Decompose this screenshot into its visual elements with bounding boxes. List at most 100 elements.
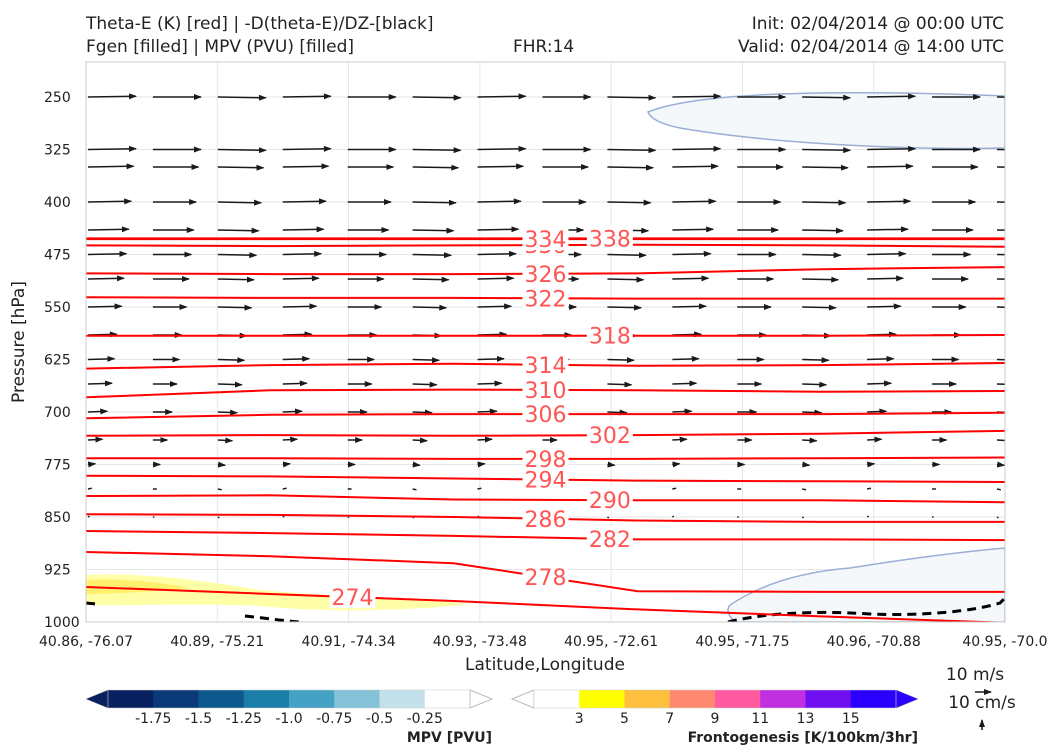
valid-time: Valid: 02/04/2014 @ 14:00 UTC (738, 37, 1004, 57)
y-tick-label: 700 (44, 405, 71, 421)
wind-vector (282, 355, 311, 362)
wind-vector (87, 226, 130, 233)
fgen-colorbar-swatch (669, 690, 716, 708)
wind-vector (282, 145, 332, 152)
wind-vector (477, 461, 486, 468)
wind-vector (607, 147, 657, 154)
x-tick-label: 40.93, -73.48 (433, 634, 527, 650)
x-tick-label: 40.89, -75.21 (170, 634, 264, 650)
wind-vector (672, 275, 710, 282)
y-tick-label: 325 (44, 143, 71, 159)
contour-label-bg (522, 226, 569, 251)
y-tick-label: 625 (44, 353, 71, 369)
mpv-region-lower-right (727, 547, 1005, 622)
wind-vector (87, 436, 104, 443)
contour-label-bg (522, 260, 569, 285)
wind-vector (412, 147, 462, 154)
wind-vector (996, 383, 1005, 386)
ref-vector-vertical-label: 10 cm/s (948, 693, 1016, 713)
wind-vector (282, 515, 285, 518)
axes: 250 325 400 475 550 625 700 775 850 925 1000 40.86,… (9, 90, 1048, 675)
contour-label-bg (329, 584, 376, 609)
wind-vector (672, 93, 722, 100)
wind-vector (87, 408, 109, 415)
contour-label-bg (522, 351, 569, 376)
x-tick-label: 40.95, -70.0 (962, 634, 1047, 650)
contour-label-310: 310 (525, 379, 567, 404)
wind-vector (802, 409, 823, 416)
wind-vector (412, 304, 448, 311)
contour-label-bg (522, 401, 569, 426)
y-tick-label: 550 (44, 300, 71, 316)
theta-e-contour-290 (86, 494, 1005, 504)
contour-label-314: 314 (525, 354, 567, 379)
wind-vector (412, 409, 433, 416)
wind-vector (672, 303, 707, 310)
wind-vector (477, 275, 515, 282)
wind-vector (412, 357, 441, 364)
wind-vector (607, 381, 633, 388)
wind-vector (217, 304, 253, 311)
mpv-colorbar-tick: -1.75 (135, 711, 171, 727)
y-axis-label: Pressure [hPa] (9, 281, 29, 403)
contour-label-338: 338 (589, 227, 631, 252)
theta-e-contour-302 (86, 429, 1005, 437)
wind-vector (672, 461, 681, 468)
wind-vector (672, 487, 677, 490)
wind-vector (477, 380, 503, 387)
wind-vector (282, 408, 303, 415)
wind-vector (217, 227, 260, 234)
contour-label-274: 274 (332, 586, 374, 611)
wind-vector (477, 408, 498, 415)
ref-vector-horizontal-label: 10 m/s (946, 665, 1004, 685)
theta-e-contour-282 (86, 530, 1005, 542)
y-tick-label: 400 (44, 195, 71, 211)
wind-vector (867, 380, 893, 387)
wind-vector (867, 226, 909, 233)
mpv-colorbar-title: MPV [PVU] (407, 730, 492, 746)
wind-vector (996, 96, 1005, 98)
fgen-colorbar-swatch (579, 690, 625, 708)
contour-label-302: 302 (589, 424, 631, 449)
wind-vector (477, 163, 525, 170)
wind-vector (412, 488, 417, 491)
wind-vector (672, 163, 719, 170)
wind-vector (996, 437, 1005, 444)
wind-vector (996, 358, 1005, 361)
contour-label-318: 318 (589, 325, 631, 350)
wind-vector (87, 145, 137, 152)
wind-vector (867, 275, 905, 282)
wind-vector (412, 164, 460, 171)
mpv-colorbar-swatch (198, 690, 245, 708)
mpv-colorbar-frame (107, 689, 471, 709)
wind-vector (412, 227, 455, 234)
wind-vector (282, 250, 323, 257)
wind-vector (802, 94, 852, 101)
wind-vector (802, 357, 830, 364)
mpv-colorbar-tick: -0.5 (366, 711, 393, 727)
wind-vector (282, 163, 330, 170)
wind-vector (217, 409, 239, 416)
wind-vector (87, 163, 135, 170)
title-line-2: Fgen [filled] | MPV (PVU) [filled] (86, 37, 355, 57)
wind-vector (87, 355, 116, 362)
x-axis-label: Latitude,Longitude (465, 655, 625, 675)
wind-vector (802, 381, 828, 388)
fgen-colorbar-swatch (715, 690, 761, 708)
contour-label-334: 334 (525, 228, 567, 253)
wind-vector (607, 252, 647, 259)
contour-labels: 2742782822862902942983023063103143183223… (329, 225, 633, 611)
wind-vector (477, 303, 513, 310)
wind-vector (996, 488, 1001, 491)
wind-vector (607, 304, 643, 311)
wind-vector (672, 408, 693, 415)
contour-label-294: 294 (525, 469, 567, 494)
wind-vector (282, 487, 287, 490)
wind-vector (412, 199, 457, 206)
wind-vector (672, 355, 700, 362)
y-tick-label: 250 (44, 90, 71, 106)
wind-vector (607, 357, 635, 364)
fgen-colorbar-swatch (760, 690, 806, 708)
y-tick-label: 850 (44, 510, 71, 526)
